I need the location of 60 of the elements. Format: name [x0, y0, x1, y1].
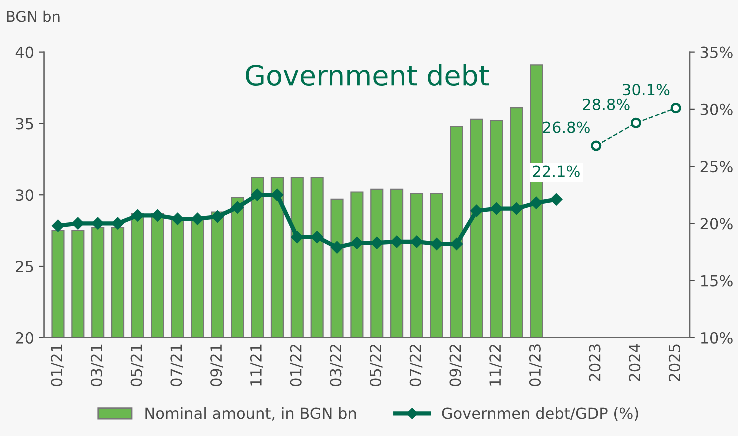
- y-tick-label: 40: [16, 46, 34, 58]
- point: [470, 205, 483, 218]
- legend-label: Governmen debt/GDP (%): [442, 407, 638, 422]
- x-tick-label: 01/23: [529, 344, 542, 386]
- chart-title: Government debt: [246, 64, 490, 86]
- data-label: 28.8%: [583, 98, 630, 110]
- x-tick-label: 07/22: [410, 344, 423, 386]
- point: [152, 210, 164, 222]
- point: [550, 194, 563, 206]
- point: [490, 202, 503, 215]
- point: [72, 218, 84, 230]
- x-tick-label: 09/22: [450, 344, 462, 386]
- point: [232, 202, 244, 214]
- x-tick-label: 05/21: [130, 344, 144, 386]
- x-tick-label: 11/21: [250, 344, 264, 386]
- x-tick-label: 2025: [668, 344, 681, 382]
- y2-tick-label: 25%: [700, 161, 733, 173]
- point: [331, 242, 344, 254]
- x-tick-label: 2024: [629, 344, 641, 382]
- data-label: 22.1%: [533, 166, 580, 178]
- x-tick-label: 09/21: [210, 344, 224, 386]
- x-tick-label: 05/22: [370, 344, 383, 386]
- point: [192, 213, 204, 226]
- point: [430, 238, 443, 250]
- point: [670, 103, 682, 114]
- y2-tick-label: 35%: [700, 46, 733, 58]
- point: [52, 220, 64, 232]
- x-tick-label: 2023: [589, 344, 601, 382]
- y-tick-label: 20: [16, 332, 34, 344]
- point: [630, 118, 642, 128]
- x-tick-label: 03/22: [330, 344, 343, 386]
- x-tick-label: 01/21: [51, 344, 64, 386]
- point: [530, 197, 543, 210]
- point: [291, 231, 304, 244]
- point: [311, 231, 324, 244]
- point: [112, 218, 124, 230]
- data-label: 26.8%: [543, 122, 590, 134]
- point: [591, 140, 602, 152]
- x-tick-label: 07/21: [170, 344, 184, 386]
- point: [132, 210, 144, 222]
- y-axis-title: BGN bn: [7, 10, 60, 22]
- point: [351, 237, 364, 250]
- y-tick-label: 25: [16, 260, 34, 273]
- point: [172, 213, 184, 226]
- y-tick-label: 30: [16, 190, 34, 202]
- y2-tick-label: 30%: [700, 104, 733, 116]
- y2-tick-label: 20%: [700, 218, 733, 230]
- legend-label: Nominal amount, in BGN bn: [146, 407, 356, 421]
- y2-tick-label: 10%: [701, 332, 733, 344]
- point: [212, 210, 224, 223]
- point: [450, 238, 463, 250]
- x-tick-label: 01/22: [290, 344, 304, 386]
- x-tick-label: 11/22: [490, 344, 502, 386]
- point: [92, 218, 104, 230]
- point: [371, 237, 384, 250]
- y-tick-label: 35: [16, 118, 34, 130]
- y2-tick-label: 15%: [701, 275, 733, 287]
- point: [510, 202, 523, 215]
- x-tick-label: 03/21: [90, 344, 104, 386]
- data-label: 30.1%: [623, 84, 670, 96]
